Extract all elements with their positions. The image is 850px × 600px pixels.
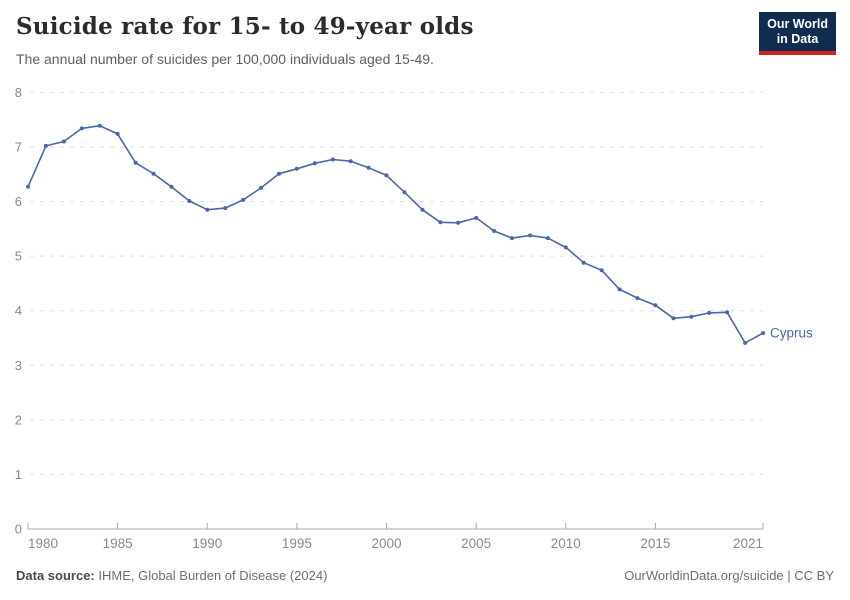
x-tick-label-1985: 1985 — [103, 536, 133, 551]
y-tick-label-2: 2 — [15, 412, 22, 427]
data-point-2010[interactable] — [563, 245, 568, 250]
data-point-2004[interactable] — [456, 220, 461, 225]
data-point-2005[interactable] — [474, 215, 479, 220]
y-tick-label-5: 5 — [15, 249, 22, 264]
data-point-2009[interactable] — [545, 236, 550, 241]
data-point-2001[interactable] — [402, 190, 407, 195]
data-point-1992[interactable] — [241, 197, 246, 202]
data-point-2002[interactable] — [420, 207, 425, 212]
data-point-2017[interactable] — [689, 314, 694, 319]
data-point-1999[interactable] — [366, 165, 371, 170]
data-point-1982[interactable] — [61, 139, 66, 144]
owid-logo-line2: in Data — [776, 32, 819, 46]
y-tick-label-3: 3 — [15, 358, 22, 373]
data-point-1991[interactable] — [223, 206, 228, 211]
x-tick-label-1990: 1990 — [192, 536, 222, 551]
data-point-2000[interactable] — [384, 173, 389, 178]
y-tick-label-8: 8 — [15, 85, 22, 100]
data-point-1981[interactable] — [43, 143, 48, 148]
data-point-1986[interactable] — [133, 160, 138, 165]
data-point-2012[interactable] — [599, 268, 604, 273]
data-point-1996[interactable] — [312, 161, 317, 166]
data-point-1993[interactable] — [259, 185, 263, 190]
data-point-1994[interactable] — [277, 171, 281, 176]
data-point-2016[interactable] — [671, 316, 676, 321]
series-label-cyprus[interactable]: Cyprus — [770, 326, 813, 341]
data-point-1980[interactable] — [26, 184, 30, 189]
x-tick-label-2015: 2015 — [640, 536, 670, 551]
data-point-1995[interactable] — [294, 166, 299, 171]
owid-logo-line1: Our World — [767, 17, 828, 31]
x-tick-label-2010: 2010 — [551, 536, 581, 551]
data-point-1988[interactable] — [169, 184, 174, 189]
series-line-cyprus[interactable] — [27, 124, 764, 344]
data-point-2014[interactable] — [635, 296, 640, 301]
data-point-2003[interactable] — [438, 220, 443, 225]
data-point-1989[interactable] — [187, 199, 192, 203]
y-tick-label-7: 7 — [15, 139, 22, 154]
data-source-text: IHME, Global Burden of Disease (2024) — [94, 568, 328, 583]
data-point-2020[interactable] — [743, 340, 748, 345]
x-tick-label-2005: 2005 — [461, 536, 491, 551]
chart-title: Suicide rate for 15- to 49-year olds — [16, 13, 474, 40]
data-point-1983[interactable] — [79, 126, 84, 131]
owid-logo[interactable]: Our World in Data — [759, 12, 836, 55]
data-point-1990[interactable] — [205, 207, 210, 212]
data-point-1997[interactable] — [330, 157, 335, 162]
data-point-2018[interactable] — [707, 310, 712, 315]
x-tick-label-1995: 1995 — [282, 536, 312, 551]
footer-link[interactable]: OurWorldinData.org/suicide | CC BY — [624, 568, 834, 583]
x-tick-label-2000: 2000 — [372, 536, 402, 551]
data-point-2015[interactable] — [653, 303, 658, 308]
data-point-2006[interactable] — [492, 229, 497, 233]
data-point-2011[interactable] — [581, 260, 586, 265]
data-point-2007[interactable] — [510, 236, 514, 241]
data-point-1984[interactable] — [97, 123, 102, 128]
data-source-label: Data source: — [16, 568, 95, 583]
data-source: Data source: IHME, Global Burden of Dise… — [16, 568, 327, 583]
data-point-1998[interactable] — [348, 159, 353, 164]
y-tick-label-4: 4 — [15, 303, 22, 318]
data-point-1987[interactable] — [151, 171, 156, 176]
y-tick-label-6: 6 — [15, 194, 22, 209]
y-tick-label-0: 0 — [15, 522, 22, 537]
data-point-2019[interactable] — [725, 310, 730, 315]
data-point-2013[interactable] — [617, 287, 622, 292]
y-tick-label-1: 1 — [15, 467, 22, 482]
x-tick-label-1980: 1980 — [28, 536, 58, 551]
data-point-2008[interactable] — [528, 233, 532, 238]
data-point-2021[interactable] — [761, 331, 765, 336]
data-point-1985[interactable] — [115, 131, 120, 136]
chart-subtitle: The annual number of suicides per 100,00… — [16, 51, 434, 67]
x-tick-label-2021: 2021 — [733, 536, 763, 551]
